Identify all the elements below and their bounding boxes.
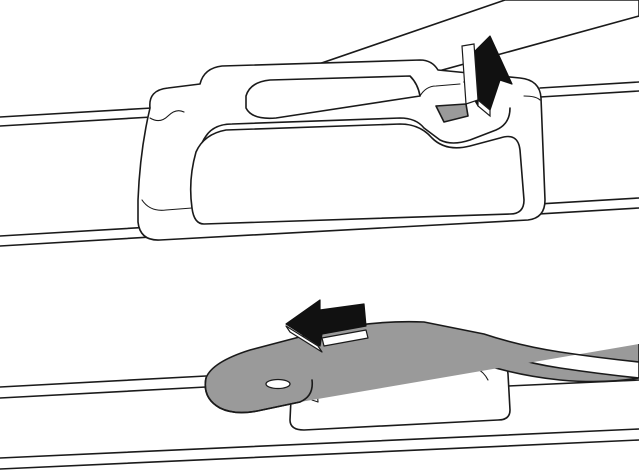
bottom-left-arrow [285,299,369,353]
hook-hole [265,378,291,390]
top-up-arrow [461,35,513,118]
top-blade-connector [137,59,546,241]
bottom-blade-rails [0,375,639,470]
bottom-panel [0,299,639,470]
top-panel [0,0,639,247]
